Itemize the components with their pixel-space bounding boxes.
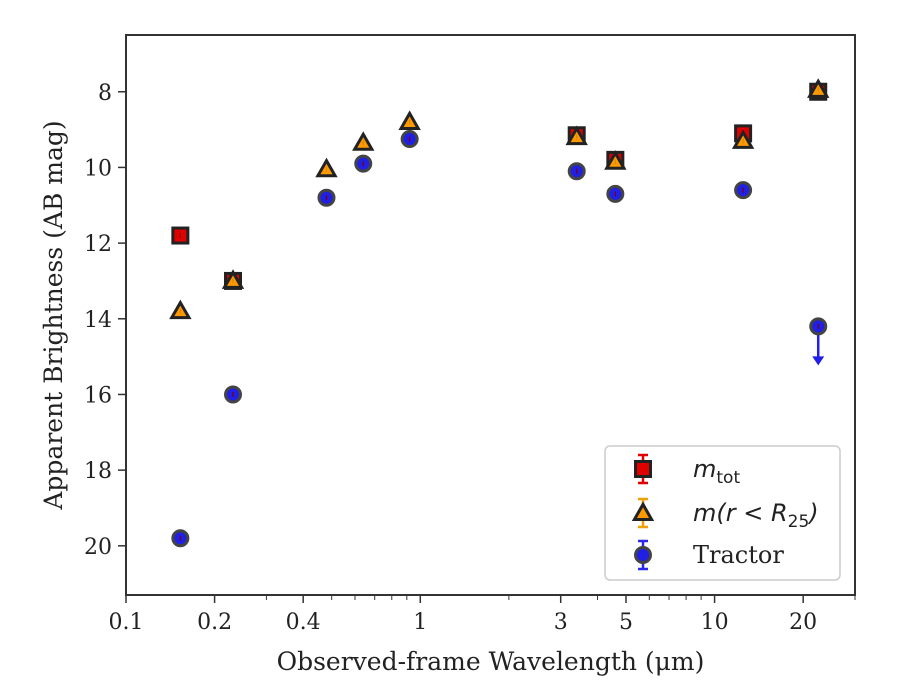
x-axis: 0.1 0.2 0.4 1 3 5 10 20	[109, 595, 856, 635]
x-tick-label: 20	[789, 610, 817, 635]
legend-marker-square	[634, 460, 652, 478]
y-tick-label: 16	[84, 383, 112, 408]
legend-label: m(r < R25)	[693, 499, 819, 532]
x-tick-label: 3	[554, 610, 568, 635]
legend: mtot m(r < R25) Tractor	[604, 445, 841, 581]
y-axis-label: Apparent Brightness (AB mag)	[39, 120, 68, 510]
y-tick-label: 14	[84, 308, 112, 333]
legend-marker-circle	[634, 546, 652, 564]
x-axis-label: Observed-frame Wavelength (μm)	[277, 647, 705, 676]
plot-marks	[169, 78, 830, 548]
y-tick-label: 12	[84, 232, 112, 257]
y-tick-label: 8	[98, 81, 112, 106]
x-tick-label: 1	[413, 610, 427, 635]
triangle-series	[169, 78, 830, 320]
legend-label: Tractor	[693, 541, 784, 569]
legend-box	[604, 445, 841, 581]
y-axis: 8 10 12 14 16 18 20	[84, 81, 126, 560]
square-series	[171, 82, 828, 290]
x-tick-label: 0.1	[109, 610, 144, 635]
legend-marker-triangle	[631, 501, 655, 521]
upper-limit-arrow-head	[812, 356, 825, 366]
y-tick-label: 18	[84, 459, 112, 484]
x-tick-label: 10	[701, 610, 729, 635]
legend-label: mtot	[693, 455, 740, 488]
y-tick-label: 20	[84, 535, 112, 560]
x-tick-label: 0.2	[197, 610, 232, 635]
circle-series	[171, 130, 828, 548]
x-tick-label: 0.4	[286, 610, 321, 635]
x-tick-label: 5	[619, 610, 633, 635]
plot-frame	[125, 34, 856, 596]
y-tick-label: 10	[84, 156, 112, 181]
